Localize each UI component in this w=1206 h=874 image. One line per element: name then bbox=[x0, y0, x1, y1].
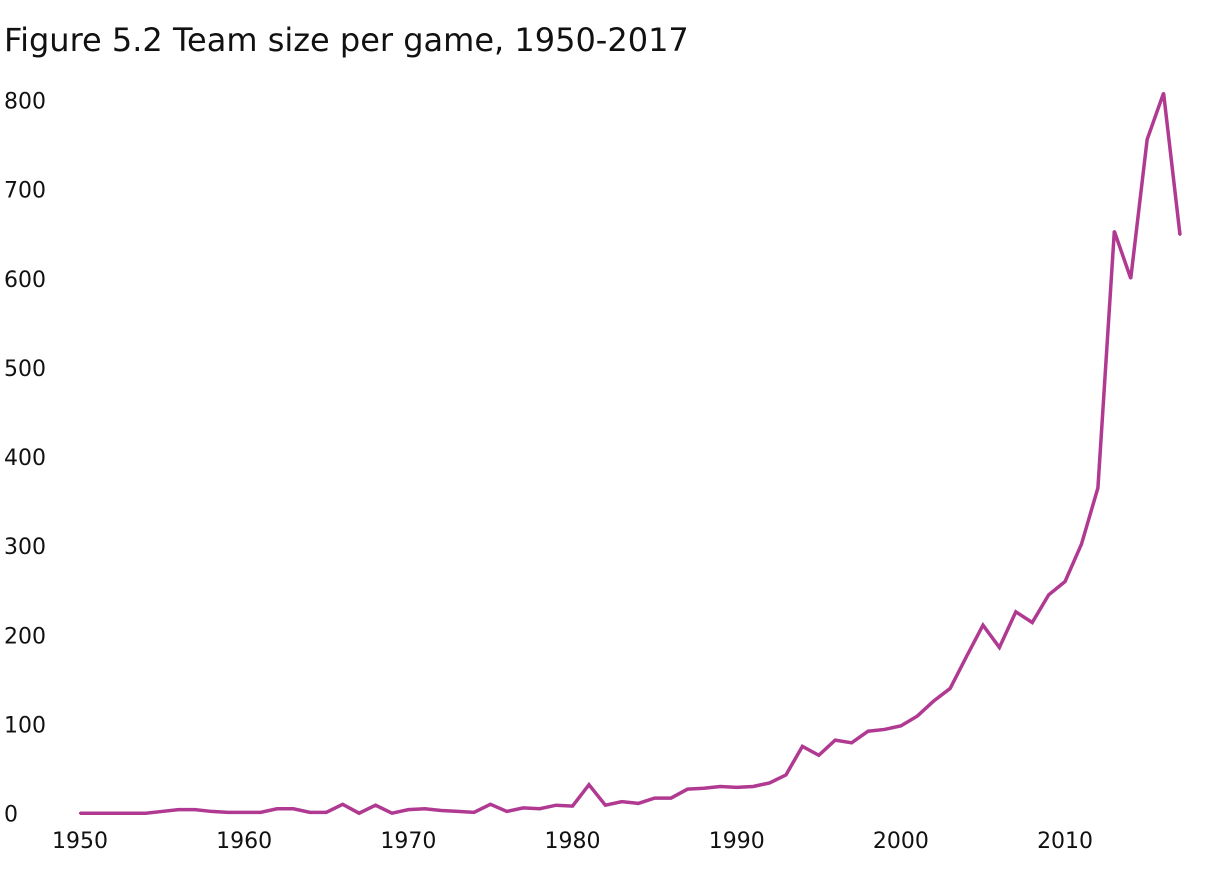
data-point bbox=[226, 811, 229, 814]
data-point bbox=[620, 800, 623, 803]
y-tick-label: 400 bbox=[4, 446, 46, 471]
x-tick-label: 1960 bbox=[216, 829, 272, 854]
data-point bbox=[423, 807, 426, 810]
data-point bbox=[1162, 91, 1165, 95]
x-tick-label: 1980 bbox=[545, 829, 601, 854]
chart-title: Figure 5.2 Team size per game, 1950-2017 bbox=[4, 21, 689, 59]
data-point bbox=[965, 655, 968, 658]
data-point bbox=[932, 699, 935, 703]
y-tick-label: 600 bbox=[4, 268, 46, 293]
x-tick-label: 1970 bbox=[380, 829, 436, 854]
y-tick-label: 300 bbox=[4, 535, 46, 560]
data-point bbox=[587, 783, 591, 786]
data-point bbox=[1080, 542, 1083, 546]
y-tick-label: 800 bbox=[4, 90, 46, 115]
x-tick-label: 2010 bbox=[1037, 829, 1093, 854]
data-point bbox=[669, 796, 673, 800]
data-point bbox=[1129, 277, 1132, 280]
data-point bbox=[128, 812, 131, 815]
x-axis: 1950 1960 1970 1980 1990 2000 2010 bbox=[52, 829, 1093, 854]
x-tick-label: 1950 bbox=[52, 829, 108, 854]
series-layer bbox=[78, 91, 1182, 816]
data-point bbox=[702, 787, 706, 790]
series-line bbox=[80, 92, 1182, 816]
data-point bbox=[177, 808, 180, 811]
data-point bbox=[554, 804, 558, 807]
data-point bbox=[653, 796, 656, 800]
data-point bbox=[1178, 233, 1182, 236]
data-point bbox=[817, 754, 821, 757]
data-point bbox=[1145, 138, 1149, 141]
data-point bbox=[78, 812, 82, 815]
data-point bbox=[210, 810, 213, 813]
data-point bbox=[637, 802, 640, 805]
data-point bbox=[522, 806, 525, 810]
x-tick-label: 1990 bbox=[709, 829, 765, 854]
data-point bbox=[439, 809, 443, 812]
y-tick-label: 0 bbox=[4, 803, 18, 828]
data-point bbox=[505, 810, 509, 813]
data-point bbox=[866, 730, 870, 733]
x-tick-label: 2000 bbox=[873, 829, 929, 854]
data-point bbox=[719, 785, 722, 788]
y-tick-label: 100 bbox=[4, 713, 46, 738]
data-point bbox=[193, 808, 197, 811]
data-point bbox=[325, 811, 328, 814]
data-point bbox=[292, 807, 295, 810]
data-point bbox=[1113, 230, 1116, 233]
data-point bbox=[1063, 580, 1067, 583]
y-tick-label: 700 bbox=[4, 179, 46, 204]
data-point bbox=[948, 687, 952, 690]
data-point bbox=[1031, 621, 1034, 624]
data-point bbox=[242, 811, 246, 814]
data-point bbox=[538, 807, 541, 810]
y-tick-label: 200 bbox=[4, 624, 46, 649]
data-point bbox=[768, 781, 771, 785]
data-point bbox=[489, 803, 492, 806]
data-point bbox=[160, 810, 164, 813]
data-point bbox=[390, 812, 394, 815]
data-point bbox=[735, 786, 738, 789]
data-point bbox=[751, 785, 755, 788]
data-point bbox=[357, 812, 361, 815]
data-point bbox=[275, 807, 279, 810]
data-point bbox=[374, 804, 377, 807]
data-point bbox=[1096, 486, 1100, 490]
data-point bbox=[899, 724, 903, 728]
data-point bbox=[916, 714, 919, 718]
data-point bbox=[472, 811, 476, 814]
data-point bbox=[686, 787, 689, 791]
data-point bbox=[308, 811, 312, 814]
data-point bbox=[95, 812, 98, 815]
data-point bbox=[801, 745, 804, 748]
data-point bbox=[111, 812, 115, 815]
data-point bbox=[341, 803, 344, 806]
data-point bbox=[784, 773, 788, 777]
data-point bbox=[850, 741, 853, 745]
data-point bbox=[834, 738, 837, 742]
data-point bbox=[259, 811, 262, 814]
data-point bbox=[981, 623, 985, 627]
data-point bbox=[883, 728, 886, 731]
y-axis: 0 100 200 300 400 500 600 700 800 bbox=[4, 90, 46, 828]
data-point bbox=[144, 812, 147, 815]
data-point bbox=[407, 808, 410, 811]
data-point bbox=[998, 646, 1001, 649]
data-point bbox=[456, 810, 459, 813]
data-point bbox=[571, 804, 574, 808]
data-point bbox=[1014, 610, 1018, 613]
y-tick-label: 500 bbox=[4, 357, 46, 382]
data-point bbox=[1047, 593, 1050, 597]
data-point bbox=[604, 804, 607, 807]
